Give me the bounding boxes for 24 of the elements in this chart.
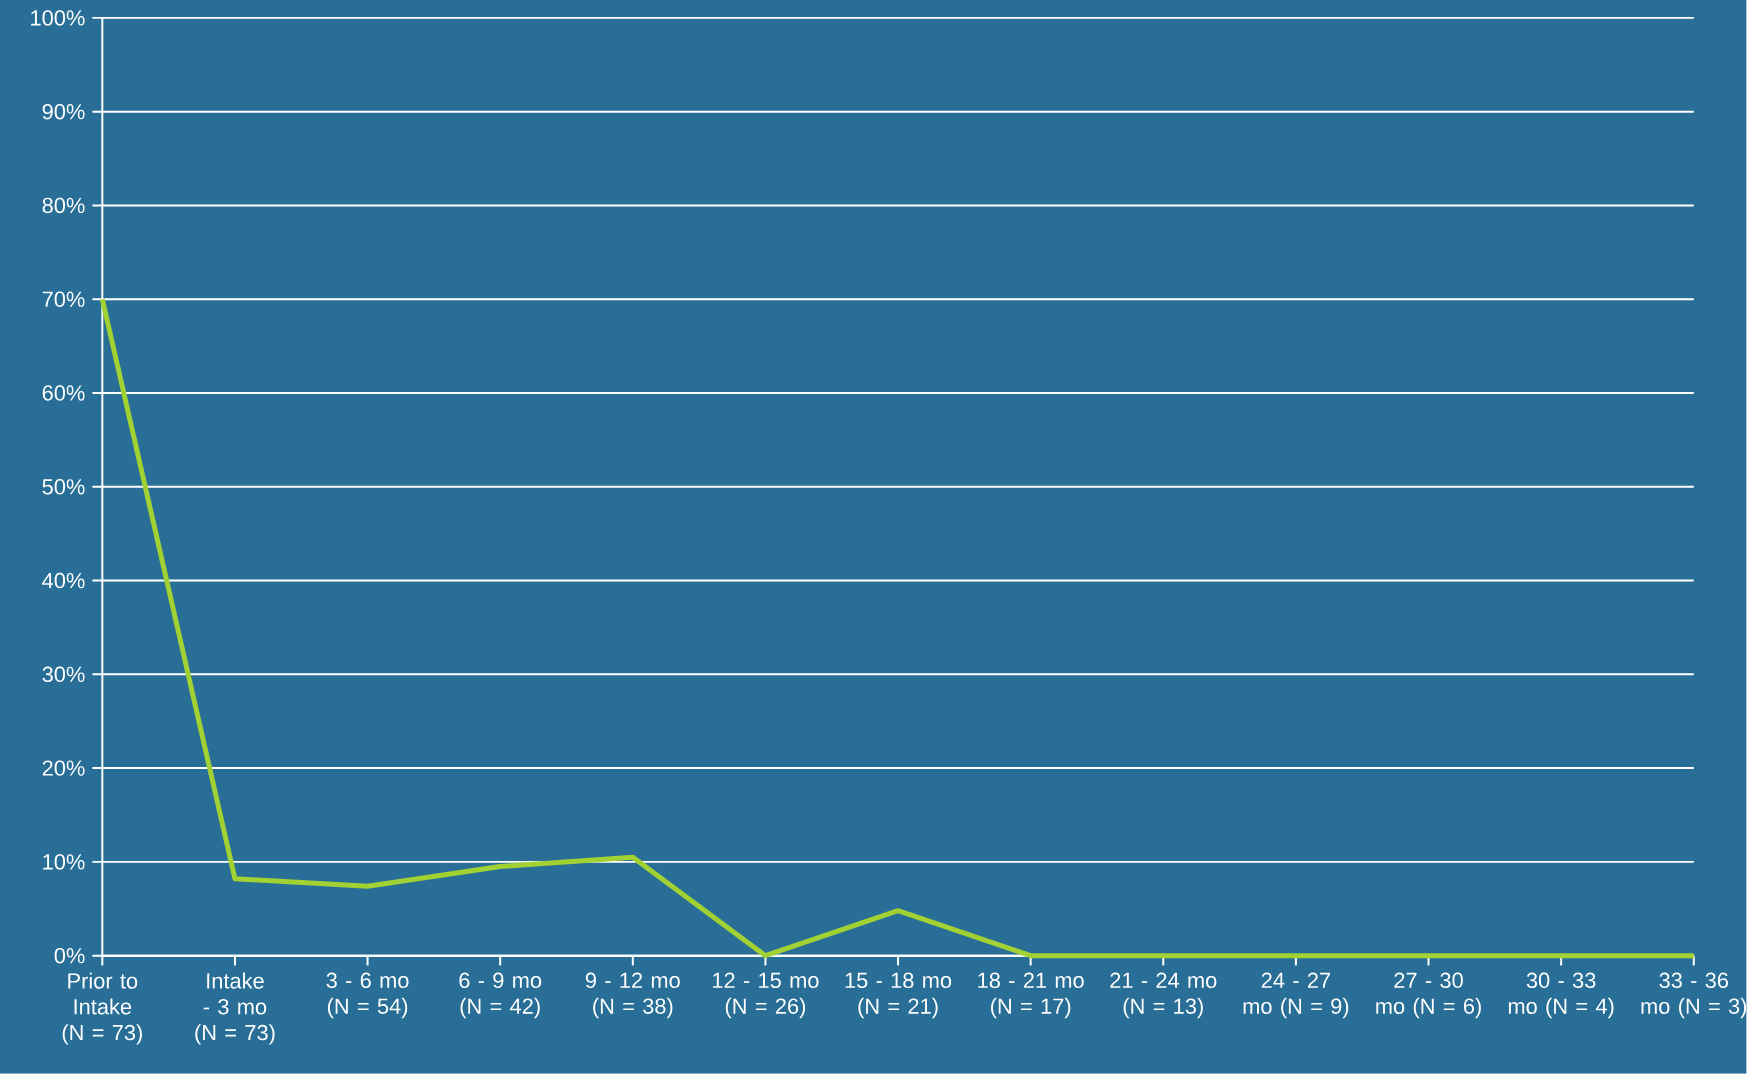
y-tick-label: 80% xyxy=(42,197,85,214)
x-tick-label: 12 - 15 mo (N = 26) xyxy=(713,972,819,1019)
y-tick-label: 10% xyxy=(43,854,85,870)
y-tick-label: 0% xyxy=(54,947,85,964)
y-tick-label: 90% xyxy=(42,104,85,120)
y-tick-label: 50% xyxy=(42,479,85,495)
x-tick-label: 27 - 30 mo (N = 6) xyxy=(1376,972,1481,1019)
y-tick-label: 60% xyxy=(42,385,85,401)
x-tick-label: 15 - 18 mo (N = 21) xyxy=(845,972,952,1019)
x-tick-label: 24 - 27 mo (N = 9) xyxy=(1243,972,1349,1019)
y-tick-label: 70% xyxy=(42,291,85,308)
x-tick-label: 6 - 9 mo (N = 42) xyxy=(459,972,542,1019)
y-tick-label: 30% xyxy=(42,666,85,683)
y-tick-label: 20% xyxy=(42,760,85,776)
x-tick-label: 3 - 6 mo (N = 54) xyxy=(326,972,409,1019)
y-tick-label: 100% xyxy=(31,10,85,26)
x-tick-label: 9 - 12 mo (N = 38) xyxy=(585,972,680,1019)
x-tick-label: 18 - 21 mo (N = 17) xyxy=(978,972,1084,1019)
x-tick-label: Prior to Intake (N = 73) xyxy=(62,972,142,1045)
y-tick-label: 40% xyxy=(42,572,85,589)
x-tick-label: Intake - 3 mo (N = 73) xyxy=(195,972,275,1045)
x-tick-label: 33 - 36 mo (N = 3) xyxy=(1641,972,1747,1019)
x-tick-label: 21 - 24 mo (N = 13) xyxy=(1110,972,1217,1019)
x-tick-label: 30 - 33 mo (N = 4) xyxy=(1508,972,1614,1019)
